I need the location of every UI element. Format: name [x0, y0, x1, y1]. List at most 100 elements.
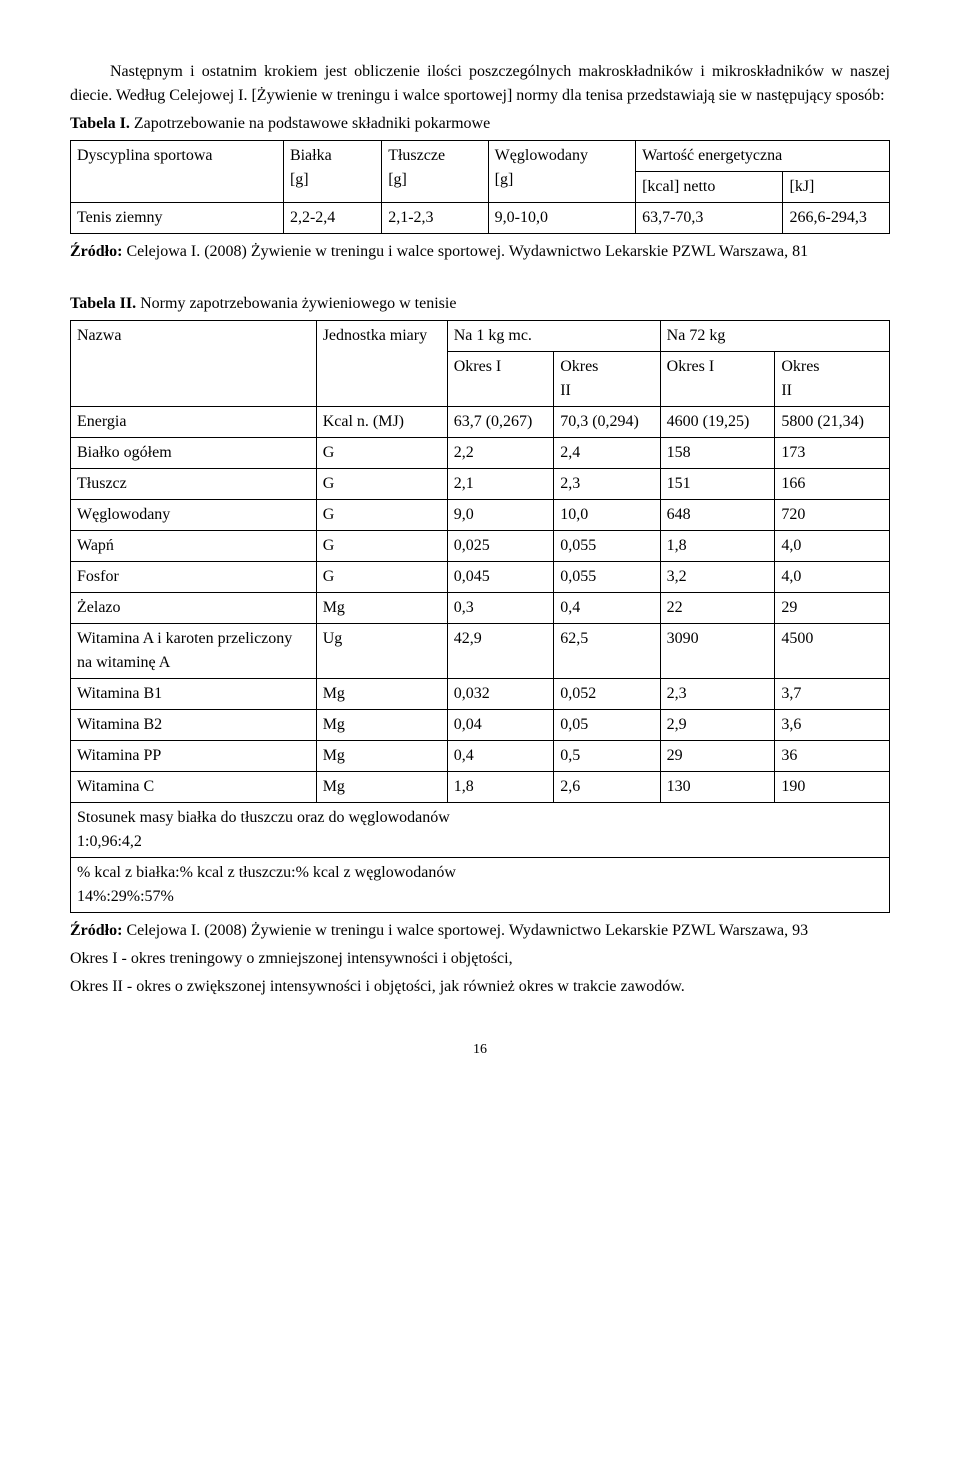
table2-header-row1: Nazwa Jednostka miary Na 1 kg mc. Na 72 …	[71, 321, 890, 352]
table2-source: Źródło: Celejowa I. (2008) Żywienie w tr…	[70, 919, 890, 943]
t2-h-name: Nazwa	[71, 321, 317, 407]
table-cell: 62,5	[554, 624, 660, 679]
t1-h-fat: Tłuszcze [g]	[382, 141, 488, 203]
table-cell: 29	[660, 741, 775, 772]
table-cell: Witamina B1	[71, 679, 317, 710]
table-cell: 2,4	[554, 438, 660, 469]
table-cell: Mg	[316, 593, 447, 624]
t2-h-o4: Okres II	[775, 352, 890, 407]
t1-h-protein-label: Białka	[290, 147, 332, 164]
table2-caption: Tabela II. Normy zapotrzebowania żywieni…	[70, 292, 890, 316]
table-cell: Węglowodany	[71, 500, 317, 531]
t2-footer2-line1: % kcal z białka:% kcal z tłuszczu:% kcal…	[77, 864, 456, 881]
table-cell: G	[316, 469, 447, 500]
table-cell: 2,9	[660, 710, 775, 741]
t1-h-protein-unit: [g]	[290, 171, 309, 188]
table-cell: Mg	[316, 741, 447, 772]
table1-source-label: Źródło:	[70, 243, 122, 260]
table-cell: 9,0	[447, 500, 553, 531]
table-cell: 2,3	[660, 679, 775, 710]
table-row: ŻelazoMg0,30,42229	[71, 593, 890, 624]
table-cell: 0,3	[447, 593, 553, 624]
table-cell: 5800 (21,34)	[775, 407, 890, 438]
table2-caption-text: Normy zapotrzebowania żywieniowego w ten…	[136, 295, 456, 312]
table-cell: 0,05	[554, 710, 660, 741]
table-cell: 173	[775, 438, 890, 469]
table-cell: Fosfor	[71, 562, 317, 593]
t1-h-kcal: [kcal] netto	[636, 172, 783, 203]
t2-h-o3: Okres I	[660, 352, 775, 407]
table-cell: Wapń	[71, 531, 317, 562]
table1-caption-text: Zapotrzebowanie na podstawowe składniki …	[130, 115, 490, 132]
table2-caption-label: Tabela II.	[70, 295, 136, 312]
table-cell: 0,045	[447, 562, 553, 593]
table1-source-text: Celejowa I. (2008) Żywienie w treningu i…	[122, 243, 808, 260]
table2-note2: Okres II - okres o zwiększonej intensywn…	[70, 975, 890, 999]
table-cell: 22	[660, 593, 775, 624]
page-number: 16	[70, 1039, 890, 1060]
table-cell: 720	[775, 500, 890, 531]
table-cell: 3,6	[775, 710, 890, 741]
table-cell: 63,7 (0,267)	[447, 407, 553, 438]
table2-footer-row2: % kcal z białka:% kcal z tłuszczu:% kcal…	[71, 858, 890, 913]
table-row: TłuszczG2,12,3151166	[71, 469, 890, 500]
t2-footer2: % kcal z białka:% kcal z tłuszczu:% kcal…	[71, 858, 890, 913]
t2-footer2-line2: 14%:29%:57%	[77, 888, 174, 905]
table-cell: Białko ogółem	[71, 438, 317, 469]
table-cell: 2,6	[554, 772, 660, 803]
t1-h-energy-label: Wartość energetyczna	[642, 147, 782, 164]
table-cell: Ug	[316, 624, 447, 679]
table2-footer-row1: Stosunek masy białka do tłuszczu oraz do…	[71, 803, 890, 858]
table-row: Witamina B1Mg0,0320,0522,33,7	[71, 679, 890, 710]
table-cell: Tłuszcz	[71, 469, 317, 500]
table-row: Białko ogółemG2,22,4158173	[71, 438, 890, 469]
table-cell: 0,04	[447, 710, 553, 741]
table2: Nazwa Jednostka miary Na 1 kg mc. Na 72 …	[70, 320, 890, 913]
t2-h-o4b: II	[781, 382, 792, 399]
table-cell: 70,3 (0,294)	[554, 407, 660, 438]
table-cell: 36	[775, 741, 890, 772]
t1-h-carbs: Węglowodany [g]	[488, 141, 635, 203]
t1-h-discipline: Dyscyplina sportowa	[71, 141, 284, 203]
t1-h-fat-unit: [g]	[388, 171, 407, 188]
table-cell: G	[316, 531, 447, 562]
t2-h-o1: Okres I	[447, 352, 553, 407]
t2-h-o2a: Okres	[560, 358, 598, 375]
t1-h-carbs-unit: [g]	[495, 171, 514, 188]
t1-h-energy: Wartość energetyczna	[636, 141, 890, 172]
table-cell: 2,3	[554, 469, 660, 500]
table-cell: Mg	[316, 772, 447, 803]
table-row: WapńG0,0250,0551,84,0	[71, 531, 890, 562]
table1-caption: Tabela I. Zapotrzebowanie na podstawowe …	[70, 112, 890, 136]
table-cell: 4,0	[775, 531, 890, 562]
table-cell: G	[316, 438, 447, 469]
t1-r-kcal: 63,7-70,3	[636, 203, 783, 234]
table-cell: 151	[660, 469, 775, 500]
table2-source-text: Celejowa I. (2008) Żywienie w treningu i…	[122, 922, 808, 939]
table-cell: Mg	[316, 679, 447, 710]
table-cell: 0,055	[554, 531, 660, 562]
table-cell: 3,2	[660, 562, 775, 593]
table-cell: Mg	[316, 710, 447, 741]
table2-note1: Okres I - okres treningowy o zmniejszone…	[70, 947, 890, 971]
table1-source: Źródło: Celejowa I. (2008) Żywienie w tr…	[70, 240, 890, 264]
table-cell: 4600 (19,25)	[660, 407, 775, 438]
t1-r-protein: 2,2-2,4	[283, 203, 381, 234]
table-cell: 190	[775, 772, 890, 803]
t2-h-unit: Jednostka miary	[316, 321, 447, 407]
table-row: Witamina CMg1,82,6130190	[71, 772, 890, 803]
table-cell: Witamina B2	[71, 710, 317, 741]
table-cell: Żelazo	[71, 593, 317, 624]
t1-r-carbs: 9,0-10,0	[488, 203, 635, 234]
t2-footer1-line1: Stosunek masy białka do tłuszczu oraz do…	[77, 809, 450, 826]
table-cell: Kcal n. (MJ)	[316, 407, 447, 438]
table-cell: Witamina C	[71, 772, 317, 803]
table-cell: G	[316, 500, 447, 531]
t1-r-fat: 2,1-2,3	[382, 203, 488, 234]
table-row: Witamina B2Mg0,040,052,93,6	[71, 710, 890, 741]
table-cell: 4,0	[775, 562, 890, 593]
t2-h-o2b: II	[560, 382, 571, 399]
t1-r-kj: 266,6-294,3	[783, 203, 890, 234]
table-row: Witamina A i karoten przeliczony na wita…	[71, 624, 890, 679]
t2-footer1-line2: 1:0,96:4,2	[77, 833, 142, 850]
